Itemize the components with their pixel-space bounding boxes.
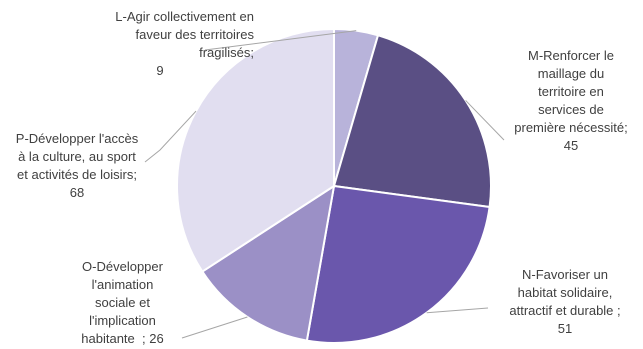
label-N: N-Favoriser un habitat solidaire, attrac… [490, 266, 640, 338]
label-M-line-3: territoire en [538, 84, 604, 99]
label-M: M-Renforcer le maillage du territoire en… [506, 47, 636, 155]
pie-slice-N [305, 184, 491, 344]
label-N-line-2: habitat solidaire, [517, 285, 613, 300]
label-L-line-3: fragilisés; [199, 45, 254, 60]
label-M-line-5: première nécessité; [514, 120, 628, 135]
label-M-value: 45 [563, 138, 579, 153]
label-O-value: 26 [149, 331, 164, 346]
pie-slice-O [200, 183, 336, 342]
label-N-line-3: attractif et durable ; [509, 303, 621, 318]
label-O-line-2: l'animation [91, 277, 154, 292]
label-M-line-2: maillage du [537, 66, 605, 81]
label-P-line-2: à la culture, au sport [18, 149, 136, 164]
leader-line-P [144, 110, 197, 163]
leader-lines [144, 30, 505, 339]
label-O-line-1: O-Développer [82, 259, 163, 274]
label-O-line-4: l'implication [89, 313, 156, 328]
label-M-line-1: M-Renforcer le [528, 48, 614, 63]
label-N-line-1: N-Favoriser un [522, 267, 608, 282]
label-O-line-3: sociale et [95, 295, 150, 310]
leader-line-M [465, 100, 505, 141]
label-O: O-Développer l'animation sociale et l'im… [60, 258, 185, 348]
leader-line-N [426, 307, 489, 314]
pie-slice-M [332, 34, 492, 209]
leader-line-L [204, 30, 357, 51]
label-P: P-Développer l'accès à la culture, au sp… [2, 130, 152, 202]
label-P-value: 68 [69, 185, 85, 200]
label-L-line-1: L-Agir collectivement en [115, 9, 254, 24]
label-L-value: 9 [156, 63, 164, 78]
label-P-line-1: P-Développer l'accès [15, 131, 139, 146]
label-L: L-Agir collectivement en faveur des terr… [82, 8, 254, 80]
label-M-line-4: services de [538, 102, 604, 117]
label-O-last: habitante ; [81, 331, 150, 346]
pie-slice-P [176, 27, 335, 273]
leader-line-O [181, 316, 248, 339]
label-N-value: 51 [557, 321, 573, 336]
label-P-line-3: et activités de loisirs; [17, 167, 137, 182]
label-L-line-2: faveur des territoires [135, 27, 255, 42]
label-O-line-5: habitante ; 26 [60, 330, 185, 348]
